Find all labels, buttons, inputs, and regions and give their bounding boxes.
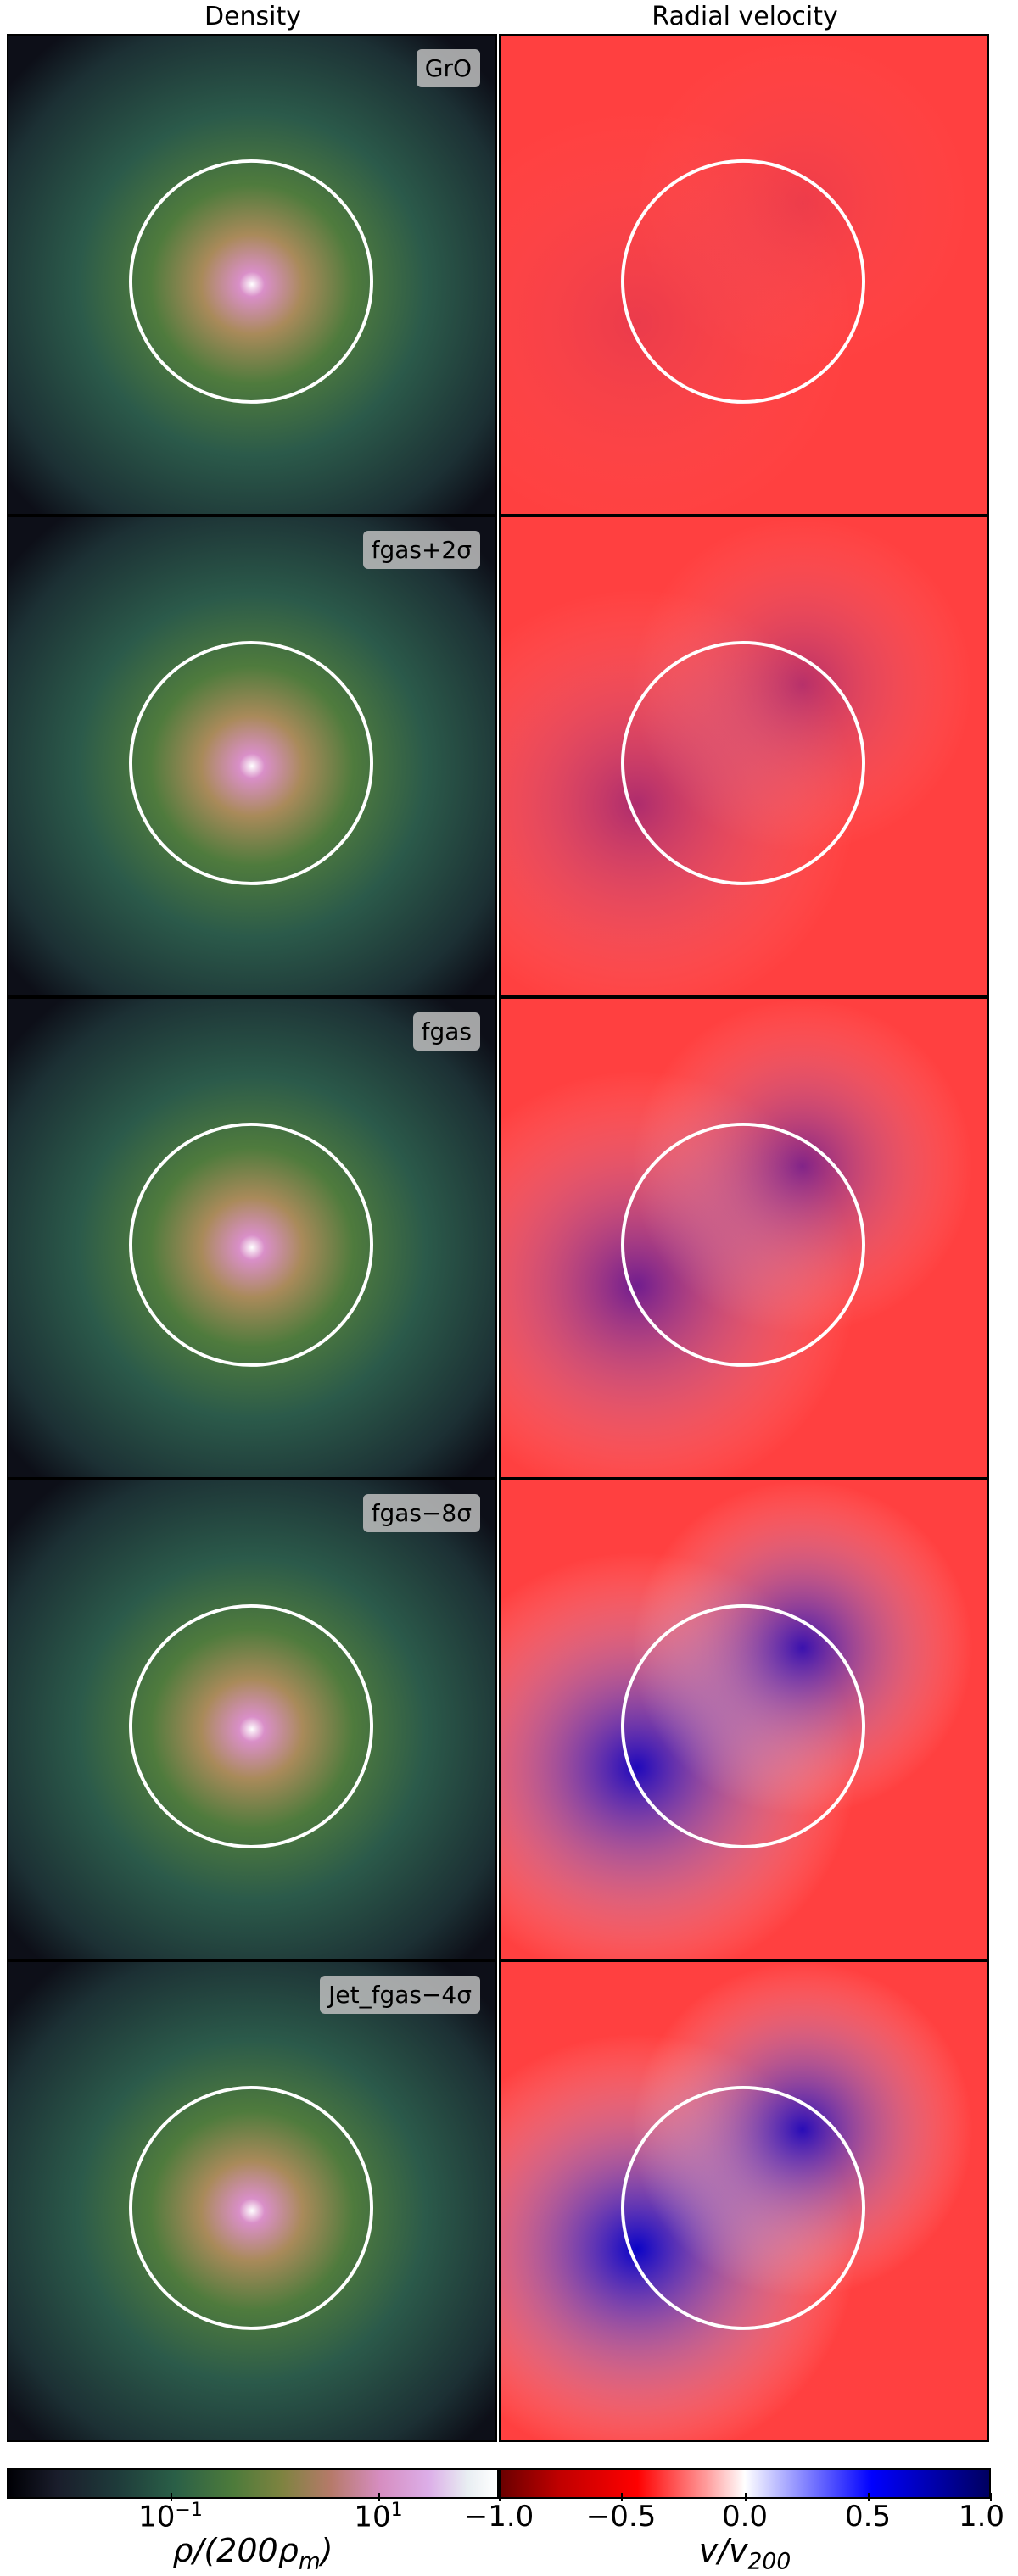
density-colorbar — [7, 2468, 499, 2499]
model-label: fgas+2σ — [362, 531, 480, 569]
velocity-tickmark — [990, 2493, 992, 2501]
model-label: fgas−8σ — [362, 1494, 480, 1532]
density-tick-label: 10−1 — [138, 2500, 203, 2534]
velocity-tickmark — [499, 2493, 501, 2501]
velocity-tickmark — [745, 2493, 747, 2501]
density-tickmark — [171, 2493, 172, 2501]
velocity-tick-label: −0.5 — [585, 2500, 657, 2534]
density-tickmark — [378, 2493, 380, 2501]
velocity-tick-label: 0.0 — [721, 2500, 769, 2534]
velocity-tick-label: 1.0 — [958, 2500, 1005, 2534]
density-tick-label: 101 — [354, 2500, 403, 2534]
density-map: fgas+2σ — [7, 516, 497, 997]
density-map: fgas−8σ — [7, 1479, 497, 1960]
velocity-map — [499, 516, 989, 997]
velocity-tick-label: 0.5 — [844, 2500, 892, 2534]
density-map: Jet_fgas−4σ — [7, 1960, 497, 2442]
model-label: GrO — [416, 49, 480, 87]
velocity-map — [499, 1479, 989, 1960]
model-label: Jet_fgas−4σ — [320, 1976, 480, 2014]
velocity-map — [499, 997, 989, 1479]
density-map: GrO — [7, 34, 497, 516]
density-column-title: Density — [204, 2, 302, 31]
velocity-map — [499, 1960, 989, 2442]
velocity-column-title: Radial velocity — [652, 2, 838, 31]
density-colorbar-label: ρ/(200ρm) — [172, 2532, 333, 2575]
velocity-colorbar-label: v/v200 — [698, 2532, 791, 2575]
density-map: fgas — [7, 997, 497, 1479]
velocity-tickmark — [621, 2493, 623, 2501]
model-label: fgas — [412, 1012, 480, 1051]
velocity-tick-label: −1.0 — [463, 2500, 534, 2534]
velocity-colorbar — [499, 2468, 991, 2499]
velocity-tickmark — [868, 2493, 870, 2501]
velocity-map — [499, 34, 989, 516]
